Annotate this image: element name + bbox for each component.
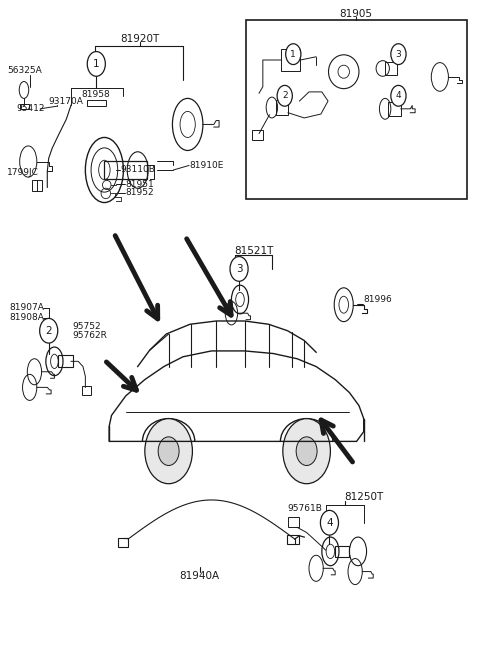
Text: 81521T: 81521T <box>235 246 274 255</box>
Bar <box>246 20 468 198</box>
Circle shape <box>283 419 330 483</box>
Text: 81952: 81952 <box>126 188 155 197</box>
Circle shape <box>40 318 58 343</box>
Bar <box>335 546 349 557</box>
Bar <box>276 100 288 115</box>
Text: 1799JC: 1799JC <box>7 168 39 177</box>
Circle shape <box>391 44 406 65</box>
Text: 81908A: 81908A <box>9 313 44 322</box>
Text: 1: 1 <box>93 59 100 69</box>
Text: 93170A: 93170A <box>48 97 84 106</box>
Circle shape <box>321 510 338 535</box>
Text: 4: 4 <box>396 91 401 100</box>
Text: 95752: 95752 <box>72 322 101 331</box>
Text: 81250T: 81250T <box>345 492 384 502</box>
Bar <box>281 49 300 71</box>
Text: 1: 1 <box>290 50 296 59</box>
Circle shape <box>286 44 301 65</box>
Text: 81996: 81996 <box>364 295 393 304</box>
Text: 81920T: 81920T <box>120 33 160 43</box>
Text: 81958: 81958 <box>82 90 110 99</box>
Circle shape <box>277 85 292 106</box>
Text: 81940A: 81940A <box>180 571 220 581</box>
Bar <box>87 100 106 106</box>
Bar <box>82 386 91 395</box>
Text: 2: 2 <box>282 91 288 100</box>
Circle shape <box>87 52 105 76</box>
Text: 3: 3 <box>396 50 401 59</box>
Bar <box>385 62 397 75</box>
Bar <box>118 538 128 548</box>
Text: 95412: 95412 <box>16 104 45 113</box>
Text: 81905: 81905 <box>340 9 372 19</box>
Circle shape <box>296 437 317 466</box>
Text: 56325A: 56325A <box>7 66 42 75</box>
Circle shape <box>391 85 406 106</box>
Bar <box>288 517 300 527</box>
Bar <box>20 104 29 109</box>
Bar <box>104 161 147 179</box>
Circle shape <box>145 419 192 483</box>
Bar <box>287 535 299 544</box>
Bar <box>387 102 401 116</box>
Text: 81910E: 81910E <box>189 161 224 170</box>
Circle shape <box>158 437 179 466</box>
Text: 81951: 81951 <box>126 180 155 189</box>
Circle shape <box>230 257 248 281</box>
Text: 4: 4 <box>326 517 333 528</box>
Text: 2: 2 <box>46 326 52 336</box>
Text: 93110B: 93110B <box>120 166 155 174</box>
Bar <box>58 356 72 367</box>
Text: 95761B: 95761B <box>288 504 323 513</box>
Bar <box>32 180 42 191</box>
Text: 95762R: 95762R <box>72 331 108 340</box>
Bar <box>252 130 263 140</box>
Text: 81907A: 81907A <box>9 303 44 312</box>
Text: 3: 3 <box>236 264 242 274</box>
